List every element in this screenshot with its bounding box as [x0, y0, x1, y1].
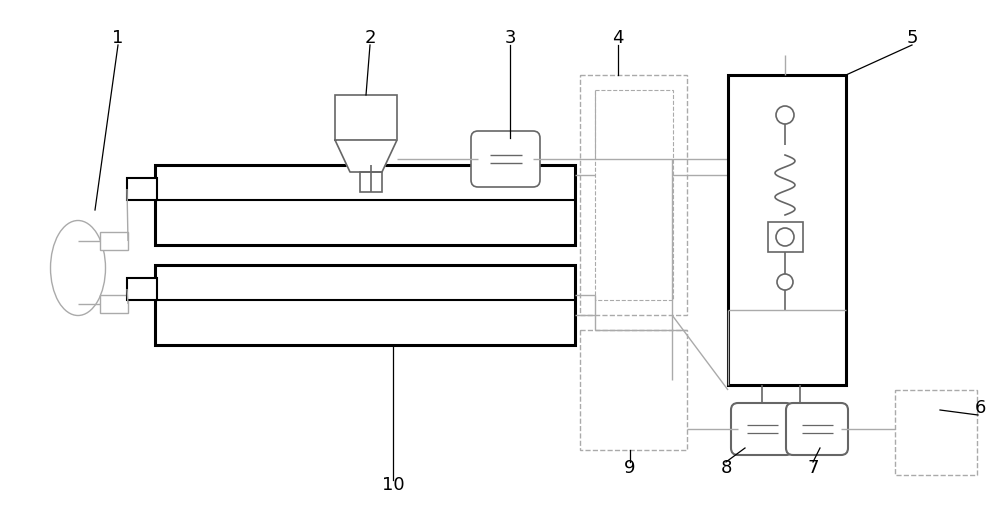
Text: 7: 7: [807, 459, 819, 477]
Text: 8: 8: [720, 459, 732, 477]
Text: 4: 4: [612, 29, 624, 47]
Text: 5: 5: [906, 29, 918, 47]
FancyBboxPatch shape: [731, 403, 793, 455]
Bar: [580, 330, 687, 450]
Bar: [595, 90, 673, 300]
Text: 10: 10: [382, 476, 404, 494]
Circle shape: [776, 106, 794, 124]
Bar: [768, 222, 803, 252]
Bar: [895, 390, 977, 475]
Text: 2: 2: [364, 29, 376, 47]
Bar: [100, 232, 128, 250]
Bar: [127, 278, 157, 300]
FancyBboxPatch shape: [471, 131, 540, 187]
Text: 9: 9: [624, 459, 636, 477]
Bar: [580, 75, 687, 315]
Bar: [127, 178, 157, 200]
Text: 3: 3: [504, 29, 516, 47]
FancyBboxPatch shape: [786, 403, 848, 455]
Text: 6: 6: [974, 399, 986, 417]
Bar: [155, 265, 575, 345]
Text: 1: 1: [112, 29, 124, 47]
Polygon shape: [335, 140, 397, 172]
Bar: [155, 165, 575, 245]
Bar: [728, 75, 846, 385]
Bar: [100, 295, 128, 313]
Circle shape: [776, 228, 794, 246]
Bar: [360, 172, 382, 192]
Ellipse shape: [50, 221, 106, 316]
Circle shape: [777, 274, 793, 290]
Bar: [335, 95, 397, 140]
